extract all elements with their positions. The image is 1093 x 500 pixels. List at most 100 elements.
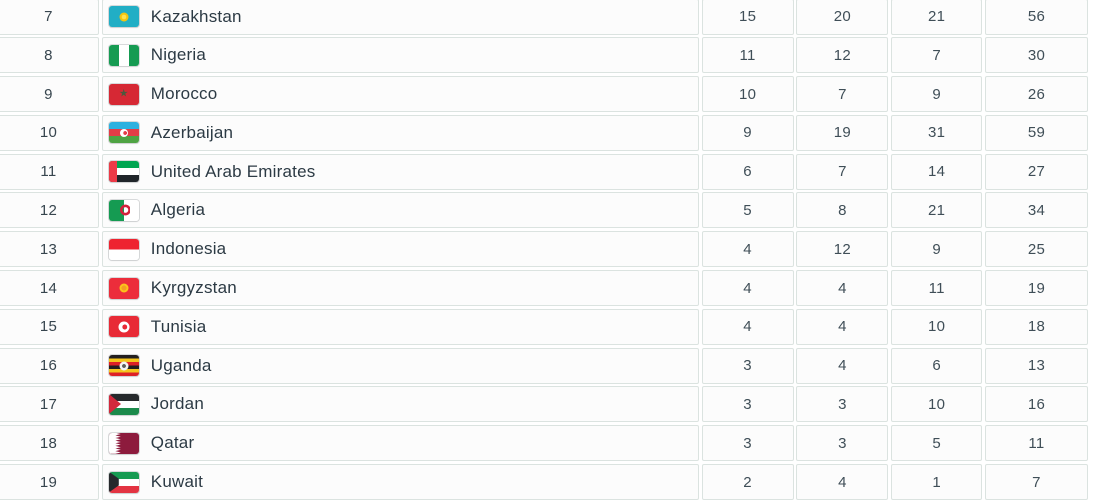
rank-cell: 17	[0, 386, 99, 423]
flag-uganda-icon	[108, 355, 139, 377]
country-name: Morocco	[150, 84, 218, 104]
rank-cell: 10	[0, 114, 99, 151]
total-count-cell: 11	[984, 425, 1088, 462]
country-cell: Morocco	[101, 76, 699, 113]
silver-count-cell: 19	[796, 114, 889, 151]
silver-count-cell: 3	[796, 425, 889, 462]
silver-count-cell: 7	[796, 153, 889, 190]
bronze-count-cell: 21	[891, 0, 983, 35]
bronze-count-cell: 11	[891, 270, 983, 307]
country-cell: Tunisia	[101, 308, 699, 345]
silver-count-cell: 4	[796, 347, 889, 384]
flag-tunisia-icon	[108, 316, 139, 338]
total-count-cell: 16	[984, 386, 1088, 423]
silver-count-cell: 12	[796, 231, 889, 268]
silver-count-cell: 8	[796, 192, 889, 229]
rank-cell: 19	[0, 464, 99, 500]
total-count-cell: 59	[984, 114, 1088, 151]
silver-count-cell: 4	[796, 270, 889, 307]
country-cell: Uganda	[101, 347, 699, 384]
country-cell: United Arab Emirates	[101, 153, 699, 190]
rank-cell: 14	[0, 270, 99, 307]
silver-count-cell: 20	[796, 0, 889, 35]
rank-cell: 9	[0, 76, 99, 113]
country-name: Uganda	[150, 355, 212, 375]
gold-count-cell: 3	[701, 386, 794, 423]
flag-kazakhstan-icon	[108, 6, 139, 27]
country-name: Nigeria	[150, 45, 207, 65]
rank-cell: 15	[0, 308, 99, 345]
gold-count-cell: 6	[701, 153, 794, 190]
flag-kuwait-icon	[108, 471, 139, 493]
rank-cell: 7	[0, 0, 99, 35]
flag-qatar-icon	[108, 432, 139, 454]
country-cell: Indonesia	[101, 231, 699, 268]
bronze-count-cell: 5	[891, 425, 983, 462]
flag-jordan-icon	[108, 393, 139, 415]
country-name: Kyrgyzstan	[150, 278, 237, 298]
bronze-count-cell: 31	[891, 114, 983, 151]
total-count-cell: 27	[984, 153, 1088, 190]
country-cell: Qatar	[101, 425, 699, 462]
rank-cell: 8	[0, 37, 99, 74]
country-cell: Algeria	[101, 192, 699, 229]
total-count-cell: 30	[984, 37, 1088, 74]
total-count-cell: 26	[984, 76, 1088, 113]
silver-count-cell: 7	[796, 76, 889, 113]
rank-cell: 12	[0, 192, 99, 229]
gold-count-cell: 4	[701, 231, 794, 268]
country-cell: Kyrgyzstan	[101, 270, 699, 307]
silver-count-cell: 3	[796, 386, 889, 423]
total-count-cell: 34	[984, 192, 1088, 229]
flag-nigeria-icon	[108, 44, 139, 66]
country-name: Kuwait	[150, 472, 204, 492]
country-cell: Nigeria	[101, 37, 699, 74]
gold-count-cell: 5	[701, 192, 794, 229]
total-count-cell: 56	[984, 0, 1088, 35]
gold-count-cell: 2	[701, 464, 794, 500]
gold-count-cell: 4	[701, 270, 794, 307]
bronze-count-cell: 7	[891, 37, 983, 74]
gold-count-cell: 11	[701, 37, 794, 74]
bronze-count-cell: 6	[891, 347, 983, 384]
bronze-count-cell: 10	[891, 386, 983, 423]
silver-count-cell: 12	[796, 37, 889, 74]
total-count-cell: 25	[984, 231, 1088, 268]
country-name: Jordan	[150, 394, 204, 414]
country-cell: Kazakhstan	[101, 0, 699, 35]
flag-uae-icon	[108, 161, 139, 183]
gold-count-cell: 10	[701, 76, 794, 113]
country-name: Algeria	[150, 200, 206, 220]
flag-azerbaijan-icon	[108, 122, 139, 144]
bronze-count-cell: 9	[891, 231, 983, 268]
country-name: Tunisia	[150, 316, 207, 336]
rank-cell: 13	[0, 231, 99, 268]
rank-cell: 16	[0, 347, 99, 384]
bronze-count-cell: 21	[891, 192, 983, 229]
country-cell: Kuwait	[101, 464, 699, 500]
country-name: Azerbaijan	[150, 122, 234, 142]
country-name: Kazakhstan	[150, 6, 242, 26]
total-count-cell: 7	[984, 464, 1088, 500]
country-cell: Azerbaijan	[101, 114, 699, 151]
bronze-count-cell: 1	[891, 464, 983, 500]
bronze-count-cell: 10	[891, 308, 983, 345]
country-name: United Arab Emirates	[150, 161, 316, 181]
bronze-count-cell: 14	[891, 153, 983, 190]
total-count-cell: 18	[984, 308, 1088, 345]
country-name: Qatar	[150, 433, 195, 453]
flag-morocco-icon	[108, 83, 139, 105]
bronze-count-cell: 9	[891, 76, 983, 113]
country-name: Indonesia	[150, 239, 227, 259]
gold-count-cell: 15	[701, 0, 794, 35]
total-count-cell: 13	[984, 347, 1088, 384]
flag-algeria-icon	[108, 199, 139, 221]
country-cell: Jordan	[101, 386, 699, 423]
gold-count-cell: 4	[701, 308, 794, 345]
gold-count-cell: 3	[701, 347, 794, 384]
flag-indonesia-icon	[108, 238, 139, 260]
rank-cell: 18	[0, 425, 99, 462]
gold-count-cell: 3	[701, 425, 794, 462]
total-count-cell: 19	[984, 270, 1088, 307]
